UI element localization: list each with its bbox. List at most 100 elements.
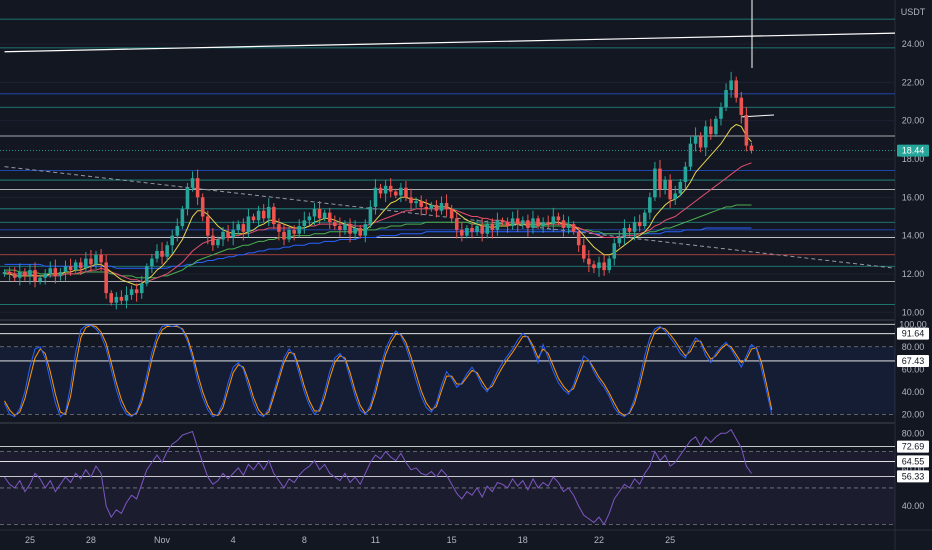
candle[interactable] [724, 83, 728, 112]
candle[interactable] [68, 258, 73, 276]
candle[interactable] [399, 182, 403, 203]
candle[interactable] [272, 203, 276, 229]
candle[interactable] [592, 260, 596, 273]
candle[interactable] [510, 211, 515, 230]
candle[interactable] [622, 219, 627, 246]
candle[interactable] [500, 217, 505, 226]
candle[interactable] [327, 207, 332, 229]
candle[interactable] [48, 261, 53, 278]
candle[interactable] [734, 76, 738, 103]
candle[interactable] [729, 71, 733, 98]
candle[interactable] [526, 214, 530, 237]
candle[interactable] [582, 238, 586, 263]
candle[interactable] [576, 227, 581, 252]
candle[interactable] [439, 196, 444, 215]
candle[interactable] [155, 244, 159, 263]
candle[interactable] [23, 268, 27, 281]
candle[interactable] [434, 200, 439, 218]
candle[interactable] [373, 179, 378, 215]
candle[interactable] [333, 215, 337, 230]
candle[interactable] [7, 267, 12, 281]
candle[interactable] [256, 205, 261, 228]
candles[interactable] [2, 71, 754, 310]
candle[interactable] [663, 176, 667, 195]
price-axis[interactable]: 24.00 22.00 20.00 18.00 16.00 14.00 12.00 10.00… [897, 39, 929, 511]
candle[interactable] [383, 180, 388, 203]
candle[interactable] [160, 242, 164, 265]
candle[interactable] [394, 188, 398, 199]
candle[interactable] [709, 118, 713, 140]
candle[interactable] [515, 209, 520, 232]
candle[interactable] [94, 250, 98, 270]
candle[interactable] [714, 115, 718, 137]
candle[interactable] [317, 201, 322, 225]
candle[interactable] [99, 249, 103, 272]
time-axis[interactable]: 25 28 Nov 4 8 11 15 18 22 25 [25, 535, 675, 545]
candle[interactable] [378, 183, 383, 199]
candle[interactable] [195, 169, 200, 205]
candle[interactable] [642, 209, 647, 229]
candle[interactable] [277, 218, 281, 241]
candle[interactable] [454, 212, 459, 239]
candle[interactable] [368, 200, 373, 228]
candle[interactable] [460, 222, 464, 242]
candle[interactable] [2, 269, 7, 277]
candle[interactable] [409, 188, 413, 211]
candle[interactable] [424, 199, 429, 215]
candle[interactable] [343, 220, 347, 235]
candle[interactable] [73, 259, 78, 273]
candle[interactable] [139, 275, 144, 299]
candle[interactable] [444, 194, 449, 217]
candle[interactable] [668, 174, 672, 208]
candle[interactable] [165, 241, 169, 262]
candle[interactable] [678, 179, 683, 197]
candle[interactable] [495, 212, 500, 236]
candle[interactable] [251, 213, 256, 224]
candle[interactable] [109, 290, 114, 306]
candle[interactable] [703, 120, 708, 157]
candle[interactable] [200, 193, 205, 222]
candle[interactable] [216, 236, 220, 249]
candle[interactable] [536, 215, 540, 229]
candle[interactable] [236, 220, 241, 235]
candle[interactable] [43, 269, 47, 285]
candle[interactable] [556, 212, 561, 226]
candle[interactable] [561, 214, 566, 237]
candle[interactable] [505, 217, 510, 233]
candle[interactable] [322, 209, 327, 222]
candle[interactable] [287, 227, 291, 243]
candle[interactable] [358, 225, 362, 239]
candle[interactable] [597, 256, 601, 277]
candle[interactable] [637, 214, 642, 232]
candle[interactable] [211, 227, 215, 251]
candle[interactable] [134, 283, 139, 302]
candle[interactable] [607, 255, 611, 273]
candle[interactable] [185, 182, 190, 216]
candle[interactable] [470, 223, 474, 239]
candle[interactable] [78, 257, 83, 275]
candle[interactable] [617, 230, 622, 248]
candle[interactable] [719, 102, 723, 126]
candle[interactable] [749, 142, 754, 154]
candle[interactable] [363, 219, 368, 243]
candle[interactable] [688, 136, 693, 171]
candle[interactable] [180, 205, 185, 229]
candle[interactable] [490, 218, 495, 239]
candle[interactable] [175, 218, 180, 242]
candle[interactable] [302, 211, 307, 234]
candle[interactable] [414, 197, 418, 208]
candle[interactable] [521, 216, 525, 229]
candle[interactable] [485, 220, 490, 239]
candle[interactable] [53, 259, 58, 284]
candle[interactable] [145, 263, 149, 287]
candle[interactable] [89, 249, 93, 273]
candle[interactable] [12, 267, 17, 282]
candle[interactable] [388, 178, 393, 198]
candle[interactable] [266, 198, 271, 227]
candle[interactable] [241, 218, 246, 241]
candle[interactable] [449, 204, 454, 224]
candle[interactable] [632, 216, 637, 241]
candle[interactable] [627, 224, 632, 237]
candle[interactable] [307, 212, 312, 226]
candle[interactable] [658, 159, 662, 198]
